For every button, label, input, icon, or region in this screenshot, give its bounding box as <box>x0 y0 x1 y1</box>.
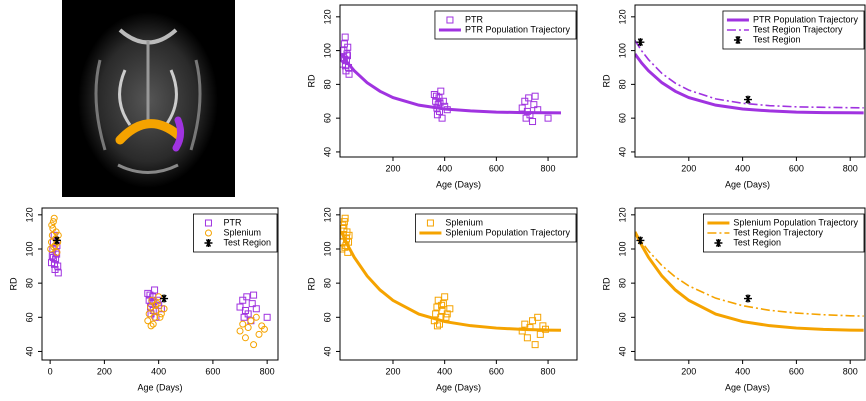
point <box>248 318 254 324</box>
legend-label: PTR <box>465 14 484 24</box>
x-tick-label: 400 <box>437 163 452 173</box>
y-tick-label: 80 <box>24 278 34 288</box>
x-tick-label: 600 <box>205 366 220 376</box>
y-tick-label: 120 <box>322 9 332 24</box>
x-axis-label: Age (Days) <box>725 179 770 189</box>
y-tick-label: 60 <box>322 312 332 322</box>
y-axis-label: RD <box>306 74 316 87</box>
legend-label: Test Region <box>223 237 271 247</box>
y-tick-label: 120 <box>617 9 627 24</box>
point <box>532 93 538 99</box>
y-tick-label: 100 <box>617 241 627 256</box>
legend-label: Test Region <box>753 34 801 44</box>
x-tick-label: 200 <box>97 366 112 376</box>
y-axis-label: RD <box>306 277 316 290</box>
y-tick-label: 100 <box>24 241 34 256</box>
x-tick-label: 800 <box>843 366 858 376</box>
y-axis-label: RD <box>601 74 611 87</box>
plot-area <box>340 34 561 124</box>
y-tick-label: 120 <box>322 207 332 222</box>
y-tick-label: 80 <box>322 79 332 89</box>
point <box>744 295 752 303</box>
point <box>532 342 538 348</box>
y-tick-label: 80 <box>617 79 627 89</box>
x-axis-label: Age (Days) <box>436 382 481 392</box>
y-tick-label: 60 <box>322 113 332 123</box>
y-tick-label: 80 <box>617 278 627 288</box>
point <box>545 115 551 121</box>
x-tick-label: 600 <box>489 163 504 173</box>
brain-image <box>62 0 235 197</box>
point <box>242 335 248 341</box>
y-tick-label: 40 <box>322 147 332 157</box>
y-tick-label: 40 <box>24 346 34 356</box>
x-tick-label: 200 <box>681 163 696 173</box>
y-tick-label: 40 <box>322 346 332 356</box>
point <box>51 215 57 221</box>
legend: PTRPTR Population Trajectory <box>435 11 576 39</box>
x-tick-label: 200 <box>385 366 400 376</box>
point <box>240 321 246 327</box>
y-tick-label: 120 <box>24 207 34 222</box>
x-tick-label: 600 <box>789 163 804 173</box>
x-tick-label: 800 <box>843 163 858 173</box>
legend-label: Splenium Population Trajectory <box>733 217 858 227</box>
point <box>524 335 530 341</box>
legend-label: PTR Population Trajectory <box>753 14 859 24</box>
legend-label: PTR Population Trajectory <box>465 24 571 34</box>
point <box>237 328 243 334</box>
legend-label: Test Region Trajectory <box>733 227 823 237</box>
x-axis-label: Age (Days) <box>725 382 770 392</box>
x-tick-label: 400 <box>735 163 750 173</box>
point <box>251 292 257 298</box>
point <box>251 342 257 348</box>
x-tick-label: 800 <box>541 163 556 173</box>
x-tick-label: 400 <box>735 366 750 376</box>
legend-label: PTR <box>223 217 242 227</box>
x-tick-label: 600 <box>489 366 504 376</box>
x-axis-label: Age (Days) <box>137 382 182 392</box>
figure: 200400600800406080100120Age (Days)RDPTRP… <box>0 0 866 401</box>
y-tick-label: 100 <box>322 241 332 256</box>
legend-label: Splenium <box>445 217 483 227</box>
y-tick-label: 40 <box>617 147 627 157</box>
point <box>744 96 752 104</box>
y-tick-label: 60 <box>24 312 34 322</box>
point <box>530 119 536 125</box>
x-tick-label: 200 <box>385 163 400 173</box>
legend: SpleniumSplenium Population Trajectory <box>415 214 576 242</box>
x-axis-label: Age (Days) <box>436 179 481 189</box>
y-tick-label: 100 <box>322 43 332 58</box>
x-tick-label: 200 <box>681 366 696 376</box>
y-tick-label: 100 <box>617 43 627 58</box>
y-tick-label: 120 <box>617 207 627 222</box>
y-tick-label: 40 <box>617 346 627 356</box>
point <box>256 331 262 337</box>
y-tick-label: 60 <box>617 113 627 123</box>
y-axis-label: RD <box>601 277 611 290</box>
legend-label: Splenium <box>223 227 261 237</box>
point <box>342 34 348 40</box>
point <box>264 314 270 320</box>
x-tick-label: 400 <box>437 366 452 376</box>
legend-label: Test Region Trajectory <box>753 24 843 34</box>
x-tick-label: 800 <box>260 366 275 376</box>
trajectory-line <box>341 232 561 330</box>
y-tick-label: 80 <box>322 278 332 288</box>
x-tick-label: 400 <box>151 366 166 376</box>
y-tick-label: 60 <box>617 312 627 322</box>
legend-label: Splenium Population Trajectory <box>445 227 570 237</box>
x-tick-label: 800 <box>541 366 556 376</box>
legend-label: Test Region <box>733 237 781 247</box>
point <box>442 294 448 300</box>
point <box>245 325 251 331</box>
legend: PTRSpleniumTest Region <box>193 214 277 252</box>
x-tick-label: 0 <box>48 366 53 376</box>
x-tick-label: 600 <box>789 366 804 376</box>
y-axis-label: RD <box>8 277 18 290</box>
